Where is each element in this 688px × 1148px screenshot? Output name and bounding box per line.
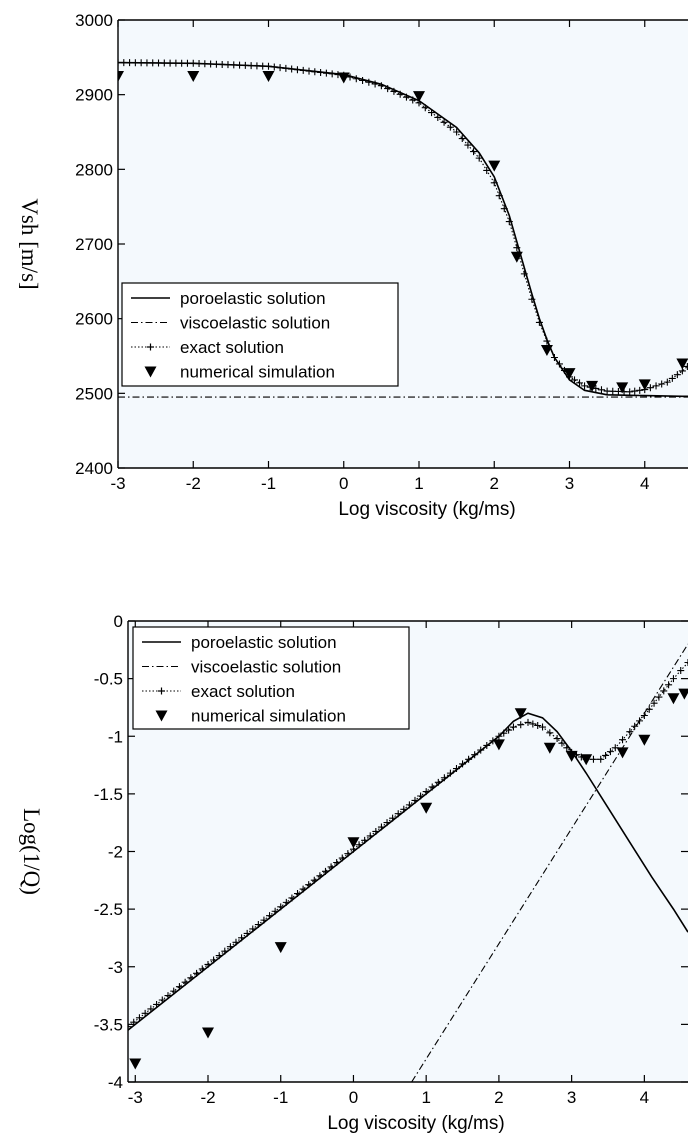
x-tick-label: -2	[186, 474, 201, 493]
viscosity-velocity-chart: -3 -2 -1 0 1 2 3 4 2400 2500 2600 2700 2800 2900 3000 L…	[0, 0, 688, 560]
legend-label: poroelastic solution	[180, 289, 326, 308]
y-tick-label: -0.5	[94, 670, 123, 689]
y-tick-label: -3	[108, 958, 123, 977]
numerical-point	[616, 382, 629, 394]
x-tick-label: 2	[494, 1088, 503, 1107]
legend-label: viscoelastic solution	[180, 314, 330, 333]
x-tick-label: -3	[128, 1088, 143, 1107]
legend-label: numerical simulation	[180, 363, 335, 382]
legend-label: exact solution	[191, 682, 295, 701]
series-exact-solution-markers	[128, 658, 688, 1031]
legend-box	[121, 282, 399, 387]
numerical-point	[274, 942, 287, 954]
y-tick-label: 0	[114, 612, 123, 631]
numerical-point	[638, 379, 651, 391]
numerical-point	[337, 72, 350, 84]
velocity-chart-svg: -3 -2 -1 0 1 2 3 4 2400 2500 2600 2700 2800 2900 3000 L…	[17, 11, 688, 520]
y-tick-label: 2900	[75, 86, 113, 105]
x-tick-label: -1	[261, 474, 276, 493]
y-tick-label: 3000	[75, 11, 113, 30]
x-tick-label: 2	[490, 474, 499, 493]
numerical-point	[667, 693, 680, 705]
x-tick-label: -1	[273, 1088, 288, 1107]
numerical-point	[616, 747, 629, 759]
x-tick-label: 1	[421, 1088, 430, 1107]
x-tick-label: -2	[200, 1088, 215, 1107]
x-tick-label: 0	[349, 1088, 358, 1107]
x-tick-label: 1	[414, 474, 423, 493]
x-axis-label: Log viscosity (kg/ms)	[338, 499, 515, 520]
y-tick-label: -1.5	[94, 785, 123, 804]
numerical-point	[540, 345, 553, 357]
series-exact-solution-markers	[118, 59, 688, 396]
legend-label: viscoelastic solution	[191, 658, 341, 677]
numerical-point	[420, 802, 433, 814]
numerical-point	[488, 160, 501, 172]
legend-label: exact solution	[180, 338, 284, 357]
y-tick-label: -3.5	[94, 1015, 123, 1034]
attenuation-chart-svg: -3 -2 -1 0 1 2 3 4 0 -0.5 -1 -1.5 -2 -2.5 -3 -3.5 -4 Log …	[19, 612, 688, 1134]
y-tick-label: 2500	[75, 384, 113, 403]
y-axis-label: Log(1/Q)	[19, 808, 44, 895]
numerical-point	[638, 734, 651, 746]
series-poroelastic-solution-line	[128, 712, 688, 1031]
x-tick-label: 0	[339, 474, 348, 493]
legend-label: numerical simulation	[191, 707, 346, 726]
x-tick-label: 3	[565, 474, 574, 493]
x-tick-label: 4	[640, 1088, 649, 1107]
legend-swatch-plus	[158, 687, 165, 695]
legend-swatch-triangle	[155, 710, 168, 722]
numerical-point	[565, 750, 578, 762]
legend-swatch-triangle	[144, 366, 157, 378]
legend-swatch-plus	[147, 343, 154, 351]
series-exact-solution-line	[128, 662, 688, 1028]
numerical-point	[492, 739, 505, 751]
y-tick-label: 2600	[75, 310, 113, 329]
plot-area	[118, 20, 688, 468]
numerical-point	[510, 251, 523, 263]
legend-label: poroelastic solution	[191, 633, 337, 652]
y-tick-label: -2	[108, 843, 123, 862]
legend-box	[132, 626, 410, 730]
numerical-point	[563, 368, 576, 380]
y-tick-label: -2.5	[94, 900, 123, 919]
y-tick-label: 2400	[75, 459, 113, 478]
numerical-point	[580, 754, 593, 766]
y-tick-label: 2800	[75, 160, 113, 179]
numerical-point	[347, 837, 360, 849]
numerical-point	[202, 1027, 214, 1039]
viscosity-attenuation-chart: -3 -2 -1 0 1 2 3 4 0 -0.5 -1 -1.5 -2 -2.5 -3 -3.5 -4 Log …	[0, 590, 688, 1148]
numerical-point	[187, 71, 200, 82]
y-axis-label: Vsh [m/s]	[17, 198, 42, 289]
series-group	[128, 643, 688, 1082]
x-tick-label: 3	[567, 1088, 576, 1107]
series-group	[118, 59, 688, 398]
y-tick-label: -1	[108, 727, 123, 746]
numerical-point	[676, 358, 688, 370]
x-axis-label: Log viscosity (kg/ms)	[327, 1113, 504, 1134]
numerical-point	[118, 71, 124, 82]
y-tick-label: 2700	[75, 235, 113, 254]
numerical-point	[678, 688, 688, 700]
y-tick-label: -4	[108, 1073, 123, 1092]
numerical-point	[586, 380, 599, 392]
numerical-point	[543, 742, 556, 754]
x-tick-label: 4	[640, 474, 649, 493]
numerical-point	[262, 71, 275, 82]
numerical-point	[413, 91, 425, 103]
x-tick-label: -3	[110, 474, 125, 493]
numerical-point	[129, 1058, 142, 1070]
numerical-point	[514, 708, 527, 720]
